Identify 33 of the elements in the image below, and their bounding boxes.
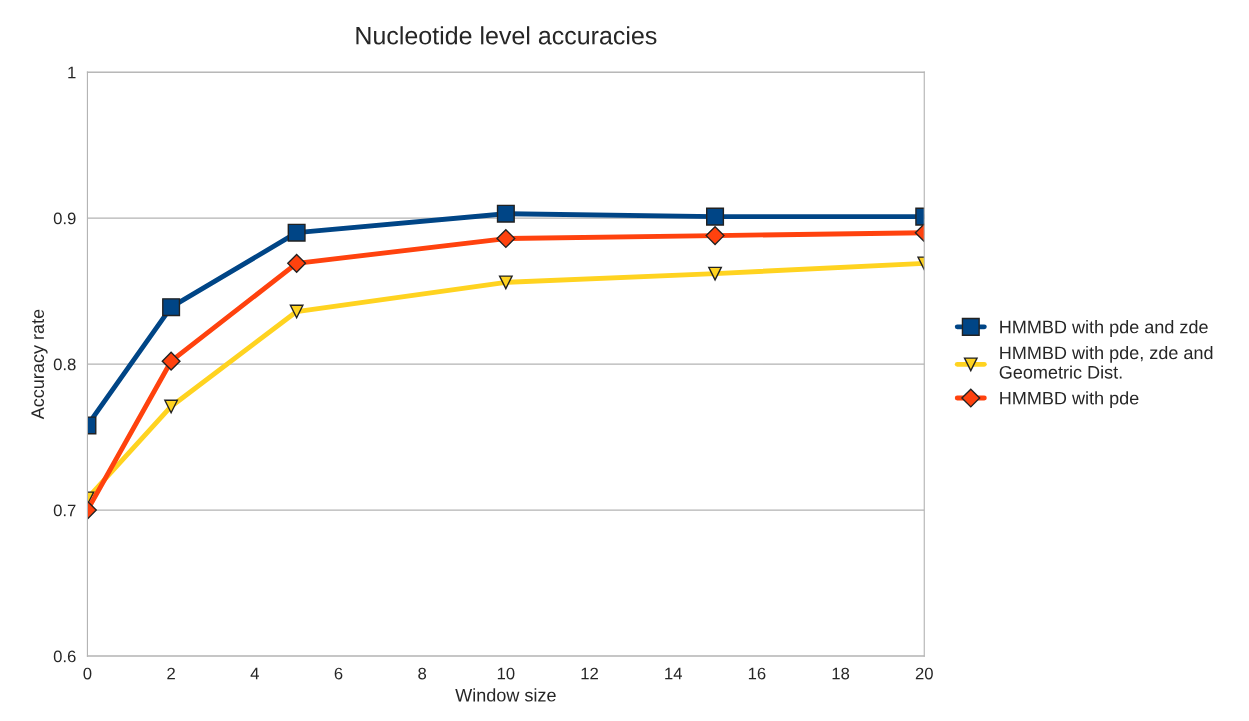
- legend-label: HMMBD with pde, zde and Geometric Dist.: [999, 345, 1213, 379]
- y-tick-label: 0.7: [53, 504, 76, 517]
- chart-title: Nucleotide level accuracies: [356, 26, 657, 45]
- x-tick-label: 8: [418, 667, 427, 680]
- y-tick-label: 0.9: [53, 212, 76, 225]
- x-tick-label: 0: [83, 667, 92, 680]
- y-tick-label: 1: [68, 66, 76, 79]
- x-axis-title: Window size: [455, 688, 556, 702]
- point: [496, 204, 515, 223]
- x-tick-label: 2: [167, 667, 175, 680]
- point: [705, 226, 725, 246]
- y-tick-label: 0.8: [53, 358, 76, 371]
- legend-label: HMMBD with pde and zde: [1000, 320, 1208, 337]
- point: [287, 223, 306, 242]
- point: [708, 266, 722, 281]
- point: [498, 275, 513, 290]
- x-tick-label: 14: [665, 667, 682, 680]
- x-tick-label: 4: [250, 667, 259, 680]
- point: [289, 304, 304, 319]
- x-tick-label: 6: [334, 667, 343, 680]
- x-tick-label: 12: [581, 667, 598, 680]
- point: [164, 399, 179, 414]
- point: [496, 229, 516, 249]
- point: [287, 253, 307, 273]
- y-tick-label: 0.6: [53, 650, 76, 663]
- point: [162, 298, 181, 317]
- point: [161, 351, 181, 371]
- x-tick-label: 10: [497, 667, 515, 680]
- x-tick-label: 16: [748, 667, 766, 680]
- x-tick-label: 20: [915, 667, 933, 680]
- legend-label: HMMBD with pde: [1000, 391, 1139, 409]
- y-axis-title: Accuracy rate: [31, 309, 48, 420]
- x-tick-label: 18: [832, 667, 850, 680]
